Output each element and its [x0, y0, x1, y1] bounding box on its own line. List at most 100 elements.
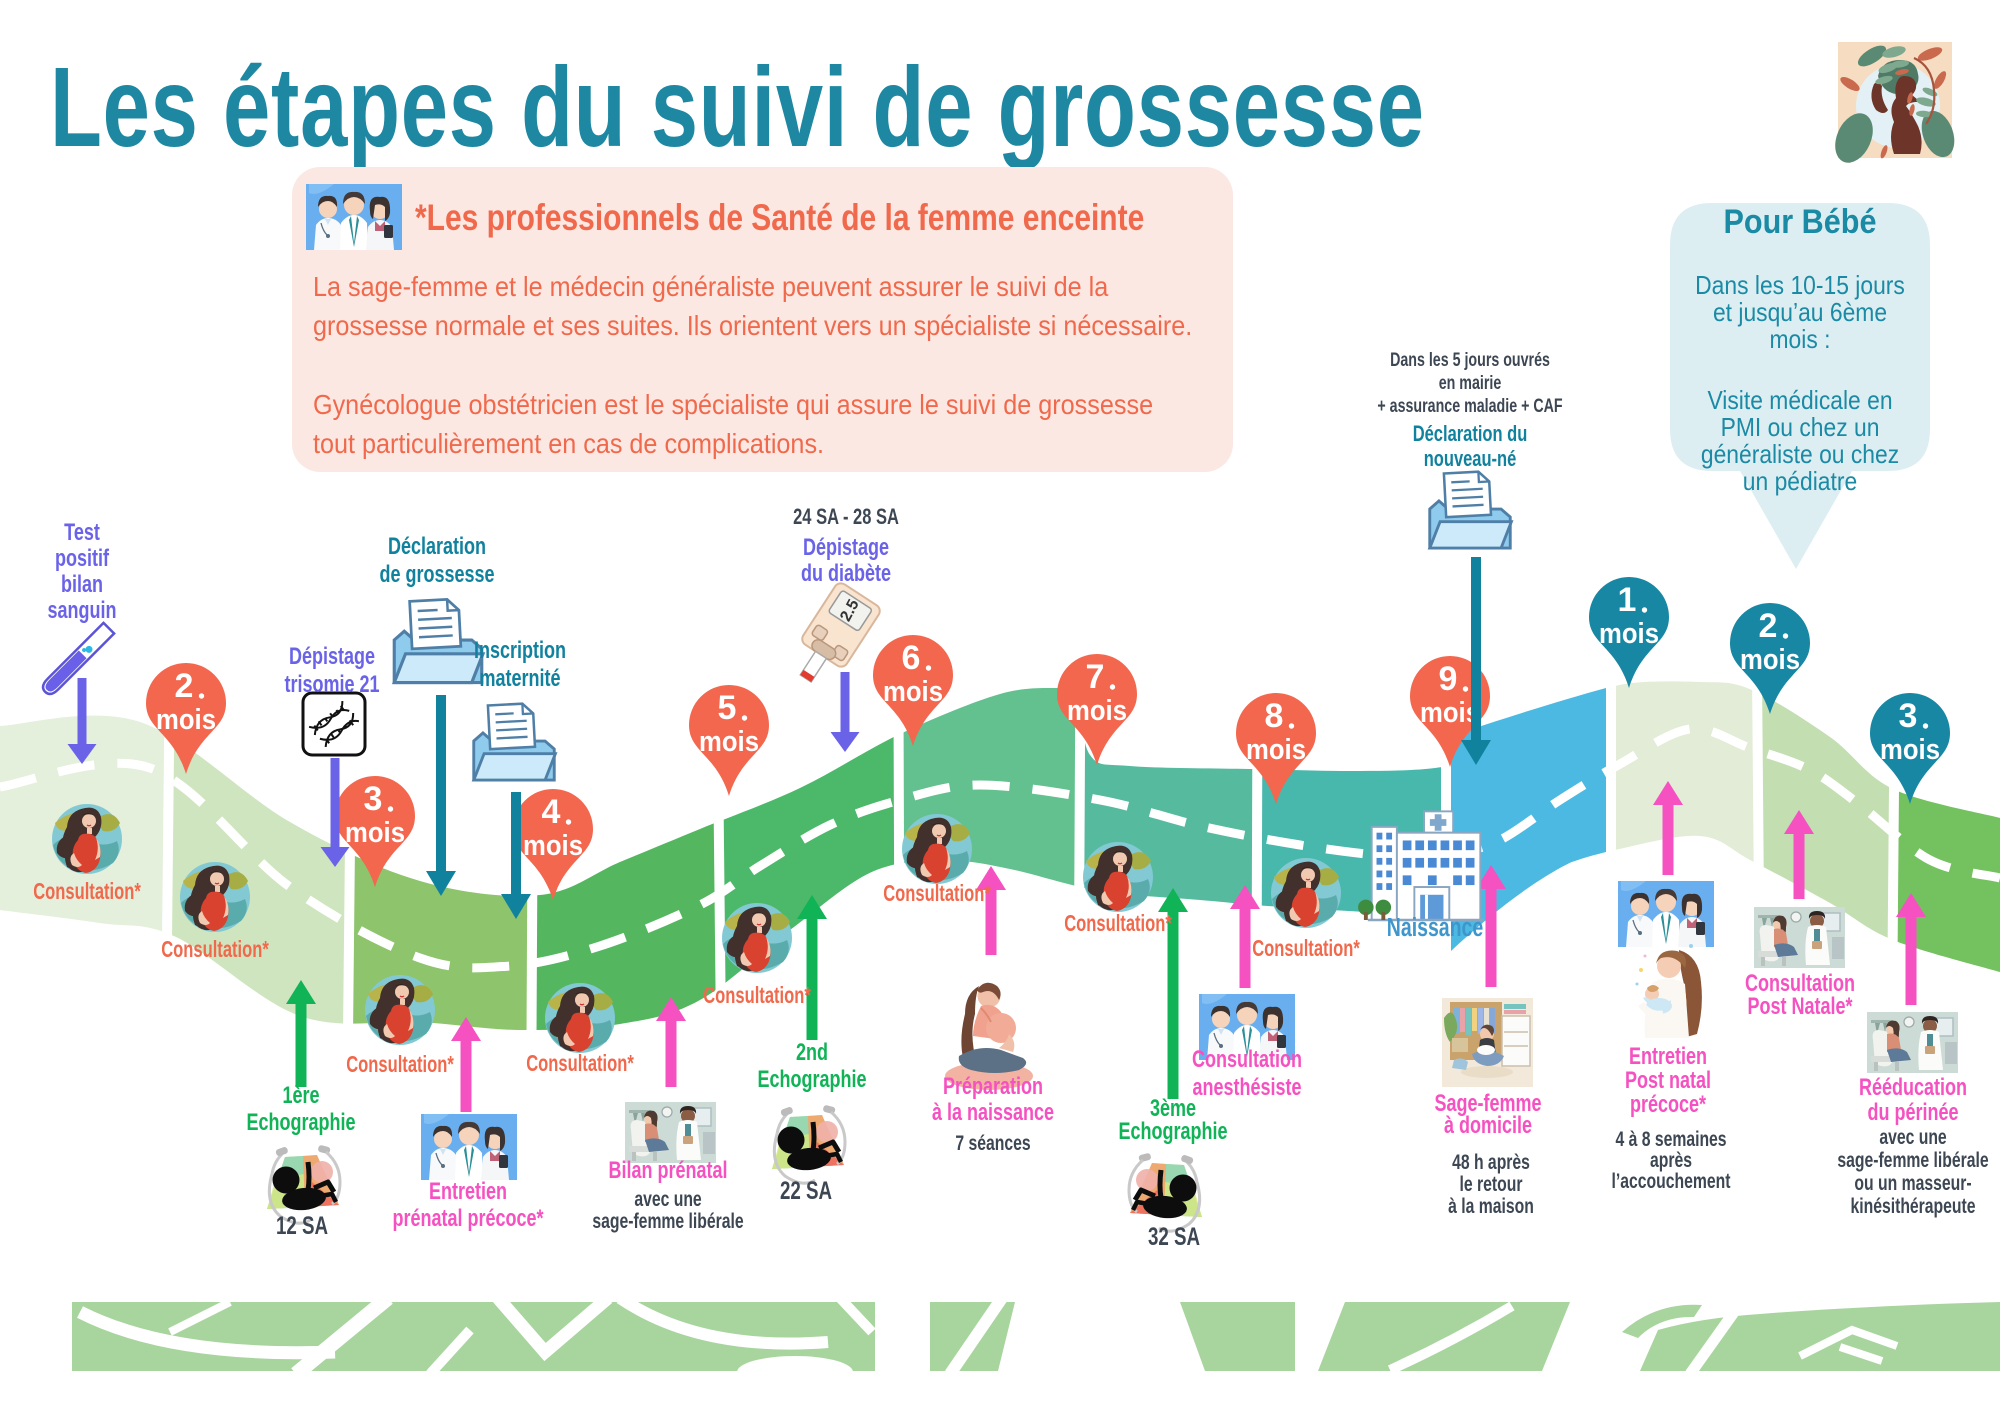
- svg-text:Les étapes du suivi de grosses: Les étapes du suivi de grossesse: [50, 44, 1425, 171]
- svg-text:12 SA: 12 SA: [276, 1211, 328, 1239]
- svg-text:ou un masseur-: ou un masseur-: [1854, 1171, 1971, 1195]
- svg-text:Post natal: Post natal: [1625, 1068, 1711, 1094]
- svg-text:à la maison: à la maison: [1448, 1194, 1534, 1218]
- svg-text:mois: mois: [1599, 618, 1659, 650]
- svg-text:Consultation*: Consultation*: [526, 1051, 634, 1076]
- svg-text:Consultation*: Consultation*: [1064, 911, 1172, 936]
- svg-text:4 à 8 semaines: 4 à 8 semaines: [1615, 1127, 1726, 1151]
- svg-text:Dans les 5 jours ouvrés: Dans les 5 jours ouvrés: [1390, 349, 1550, 370]
- svg-text:Consultation: Consultation: [1192, 1047, 1302, 1073]
- svg-text:l’accouchement: l’accouchement: [1612, 1169, 1731, 1193]
- svg-text:9: 9: [1439, 660, 1458, 698]
- svg-text:et jusqu’au 6ème: et jusqu’au 6ème: [1713, 299, 1887, 328]
- svg-text:mois: mois: [345, 817, 405, 849]
- svg-text:mois: mois: [1740, 644, 1800, 676]
- svg-text:le retour: le retour: [1460, 1172, 1523, 1196]
- svg-text:3: 3: [1899, 697, 1918, 735]
- svg-text:à domicile: à domicile: [1444, 1113, 1532, 1139]
- svg-text:Test: Test: [64, 520, 100, 546]
- svg-text:anesthésiste: anesthésiste: [1192, 1075, 1301, 1101]
- svg-text:mois: mois: [1246, 734, 1306, 766]
- svg-text:un pédiatre: un pédiatre: [1743, 468, 1857, 497]
- svg-text:48 h après: 48 h après: [1452, 1150, 1530, 1174]
- svg-text:Consultation*: Consultation*: [1252, 936, 1360, 961]
- svg-text:Gynécologue obstétricien est l: Gynécologue obstétricien est le spéciali…: [313, 389, 1153, 421]
- svg-text:1ère: 1ère: [282, 1083, 319, 1109]
- svg-text:Rééducation: Rééducation: [1859, 1075, 1967, 1101]
- svg-text:après: après: [1650, 1148, 1692, 1172]
- svg-text:2: 2: [175, 667, 194, 705]
- svg-text:Echographie: Echographie: [247, 1110, 356, 1136]
- svg-text:en mairie: en mairie: [1439, 372, 1502, 393]
- svg-text:7 séances: 7 séances: [955, 1131, 1030, 1155]
- svg-text:Bilan prénatal: Bilan prénatal: [609, 1158, 728, 1184]
- svg-text:Consultation*: Consultation*: [346, 1052, 454, 1077]
- svg-text:Echographie: Echographie: [758, 1067, 867, 1093]
- svg-text:2nd: 2nd: [796, 1040, 828, 1066]
- svg-text:La sage-femme et le médecin gé: La sage-femme et le médecin généraliste …: [313, 271, 1108, 303]
- svg-text:Consultation*: Consultation*: [883, 881, 991, 906]
- svg-text:8: 8: [1265, 697, 1284, 735]
- svg-text:3ème: 3ème: [1150, 1096, 1196, 1122]
- svg-text:mois :: mois :: [1770, 326, 1831, 355]
- svg-text:3: 3: [364, 780, 383, 818]
- svg-text:+ assurance maladie + CAF: + assurance maladie + CAF: [1377, 395, 1562, 416]
- svg-text:Visite médicale en: Visite médicale en: [1707, 387, 1892, 416]
- svg-text:Dans les 10-15 jours: Dans les 10-15 jours: [1695, 272, 1905, 301]
- svg-text:nouveau-né: nouveau-né: [1424, 447, 1517, 472]
- svg-text:tout particulièrement en cas d: tout particulièrement en cas de complica…: [313, 428, 824, 460]
- svg-text:kinésithérapeute: kinésithérapeute: [1850, 1194, 1975, 1218]
- svg-text:généraliste ou chez: généraliste ou chez: [1701, 441, 1899, 470]
- svg-text:bilan: bilan: [61, 572, 103, 598]
- svg-text:Entretien: Entretien: [429, 1179, 507, 1205]
- svg-text:sage-femme libérale: sage-femme libérale: [1837, 1148, 1988, 1172]
- svg-text:mois: mois: [1420, 697, 1480, 729]
- svg-text:Echographie: Echographie: [1119, 1119, 1228, 1145]
- svg-text:maternité: maternité: [480, 666, 561, 692]
- svg-text:Consultation*: Consultation*: [703, 983, 811, 1008]
- svg-text:sanguin: sanguin: [48, 598, 117, 624]
- svg-text:Post Natale*: Post Natale*: [1748, 994, 1854, 1020]
- svg-text:Consultation: Consultation: [1745, 971, 1855, 997]
- svg-text:1: 1: [1618, 581, 1637, 619]
- svg-text:mois: mois: [523, 830, 583, 862]
- svg-text:avec une: avec une: [1879, 1125, 1946, 1149]
- svg-text:prénatal précoce*: prénatal précoce*: [393, 1206, 545, 1232]
- svg-text:Déclaration: Déclaration: [388, 534, 486, 560]
- svg-text:24 SA - 28 SA: 24 SA - 28 SA: [793, 505, 899, 530]
- svg-text:mois: mois: [699, 726, 759, 758]
- svg-text:précoce*: précoce*: [1630, 1092, 1707, 1118]
- svg-text:32 SA: 32 SA: [1148, 1222, 1200, 1250]
- svg-text:Pour Bébé: Pour Bébé: [1724, 203, 1877, 241]
- svg-text:grossesse normale et ses suite: grossesse normale et ses suites. Ils ori…: [313, 310, 1192, 342]
- svg-text:Sage-femme: Sage-femme: [1435, 1091, 1542, 1117]
- svg-text:5: 5: [718, 689, 737, 727]
- svg-text:du périnée: du périnée: [1868, 1100, 1959, 1126]
- svg-text:trisomie 21: trisomie 21: [284, 672, 379, 698]
- svg-text:sage-femme libérale: sage-femme libérale: [592, 1209, 743, 1233]
- svg-text:mois: mois: [883, 676, 943, 708]
- svg-text:à la naissance: à la naissance: [932, 1100, 1054, 1126]
- svg-text:6: 6: [902, 639, 921, 677]
- svg-text:Dépistage: Dépistage: [289, 644, 375, 670]
- svg-text:22 SA: 22 SA: [780, 1176, 832, 1204]
- svg-text:Dépistage: Dépistage: [803, 535, 889, 561]
- svg-text:*Les professionnels de Santé d: *Les professionnels de Santé de la femme…: [415, 198, 1144, 239]
- svg-text:mois: mois: [1067, 695, 1127, 727]
- svg-text:Inscription: Inscription: [474, 638, 566, 664]
- svg-text:mois: mois: [156, 704, 216, 736]
- svg-text:du diabète: du diabète: [801, 561, 891, 587]
- svg-text:7: 7: [1086, 658, 1105, 696]
- svg-text:2: 2: [1759, 607, 1778, 645]
- svg-text:positif: positif: [55, 546, 110, 572]
- svg-text:avec une: avec une: [634, 1187, 701, 1211]
- svg-text:Consultation*: Consultation*: [33, 879, 141, 904]
- svg-text:4: 4: [542, 793, 561, 831]
- svg-text:Naissance: Naissance: [1387, 912, 1483, 941]
- svg-text:Préparation: Préparation: [943, 1074, 1043, 1100]
- svg-text:Consultation*: Consultation*: [161, 937, 269, 962]
- svg-text:mois: mois: [1880, 734, 1940, 766]
- svg-text:de grossesse: de grossesse: [379, 562, 494, 588]
- svg-text:Déclaration du: Déclaration du: [1413, 422, 1528, 447]
- svg-text:PMI ou chez un: PMI ou chez un: [1721, 414, 1880, 443]
